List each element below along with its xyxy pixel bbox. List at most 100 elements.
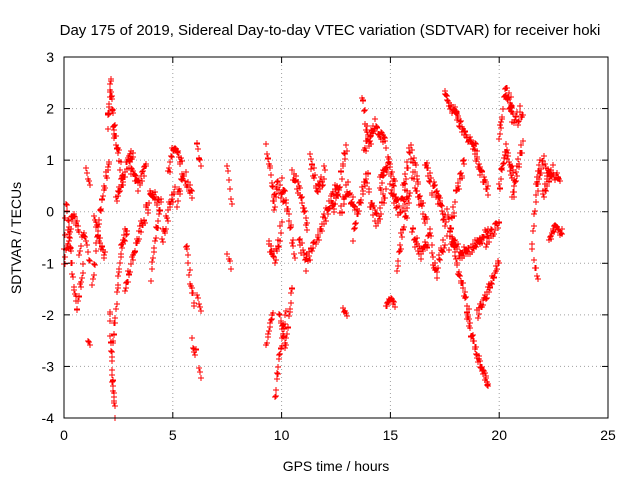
data-point — [272, 204, 278, 210]
data-point — [394, 268, 400, 274]
data-point — [462, 129, 468, 135]
data-point — [379, 180, 385, 186]
data-point — [156, 211, 162, 217]
data-point — [520, 138, 526, 144]
data-point — [227, 258, 233, 264]
data-point — [122, 288, 128, 294]
data-point — [558, 230, 564, 236]
data-point — [184, 246, 190, 252]
data-point — [71, 284, 77, 290]
data-point — [550, 162, 556, 168]
data-point — [494, 266, 500, 272]
data-point — [498, 119, 504, 125]
data-point — [297, 185, 303, 191]
data-point — [112, 403, 118, 409]
data-point — [380, 173, 386, 179]
data-point — [422, 220, 428, 226]
data-point — [460, 158, 466, 164]
data-point — [406, 193, 412, 199]
data-point — [391, 200, 397, 206]
x-tick-label: 10 — [274, 427, 290, 443]
data-point — [411, 155, 417, 161]
data-point — [99, 197, 105, 203]
data-point — [197, 369, 203, 375]
data-point — [476, 353, 482, 359]
data-point — [360, 97, 366, 103]
data-point — [179, 177, 185, 183]
data-point — [372, 207, 378, 213]
data-point — [454, 260, 460, 266]
data-point — [229, 201, 235, 207]
data-point — [286, 211, 292, 217]
data-point — [420, 200, 426, 206]
data-point — [319, 228, 325, 234]
data-point — [371, 203, 377, 209]
data-point — [62, 254, 68, 260]
data-point — [430, 254, 436, 260]
data-point — [530, 228, 536, 234]
data-point — [310, 245, 316, 251]
data-point — [440, 249, 446, 255]
data-point — [389, 169, 395, 175]
data-point — [186, 272, 192, 278]
data-point — [196, 365, 202, 371]
data-point — [401, 180, 407, 186]
data-point — [174, 204, 180, 210]
data-point — [108, 76, 114, 82]
data-point — [304, 227, 310, 233]
y-tick-label: -2 — [42, 307, 55, 323]
data-point — [417, 193, 423, 199]
data-point — [79, 275, 85, 281]
data-point — [77, 248, 83, 254]
data-point — [404, 159, 410, 165]
data-point — [100, 193, 106, 199]
data-point — [264, 340, 270, 346]
data-point — [466, 316, 472, 322]
data-point — [142, 220, 148, 226]
data-point — [344, 148, 350, 154]
data-point — [534, 273, 540, 279]
data-point — [419, 203, 425, 209]
data-point — [322, 167, 328, 173]
data-point — [273, 387, 279, 393]
data-point — [436, 256, 442, 262]
data-point — [175, 148, 181, 154]
data-point — [453, 110, 459, 116]
data-point — [428, 233, 434, 239]
data-point — [189, 285, 195, 291]
data-point — [366, 189, 372, 195]
data-point — [445, 212, 451, 218]
data-point — [195, 146, 201, 152]
data-point — [275, 371, 281, 377]
data-point — [288, 290, 294, 296]
data-point — [321, 176, 327, 182]
data-point — [452, 237, 458, 243]
data-point — [194, 292, 200, 298]
data-point — [392, 178, 398, 184]
data-point — [151, 245, 157, 251]
data-point — [450, 204, 456, 210]
data-point — [344, 313, 350, 319]
data-point — [107, 333, 113, 339]
data-point — [185, 260, 191, 266]
data-point — [483, 373, 489, 379]
data-point — [76, 229, 82, 235]
data-point — [123, 232, 129, 238]
data-point — [224, 163, 230, 169]
x-tick-label: 20 — [491, 427, 507, 443]
data-point — [425, 165, 431, 171]
data-point — [453, 256, 459, 262]
data-point — [172, 145, 178, 151]
data-point — [459, 173, 465, 179]
data-point — [395, 258, 401, 264]
data-point — [127, 151, 133, 157]
data-point — [339, 209, 345, 215]
y-tick-label: 3 — [46, 49, 54, 65]
data-point — [383, 145, 389, 151]
data-point — [71, 211, 77, 217]
data-point — [74, 307, 80, 313]
data-point — [488, 226, 494, 232]
data-point — [93, 248, 99, 254]
data-point — [484, 382, 490, 388]
data-point — [130, 168, 136, 174]
